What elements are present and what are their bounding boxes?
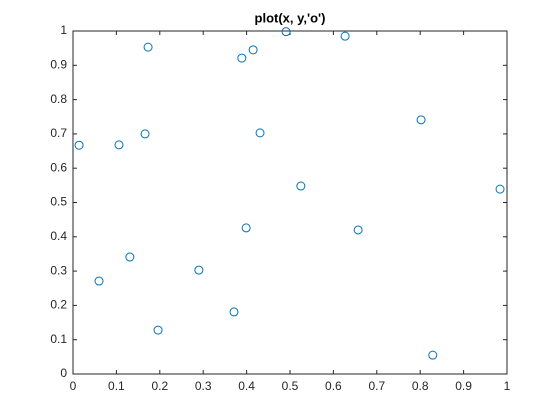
point: [296, 181, 306, 191]
point: [153, 325, 163, 335]
x-tick-label: 0.7: [368, 379, 385, 393]
point: [194, 265, 204, 275]
chart-title: plot(x, y,'o'): [255, 10, 326, 25]
y-tick-label: 0: [60, 366, 67, 380]
x-tick-label: 0.2: [151, 379, 168, 393]
y-tick-label: 0.9: [50, 57, 67, 71]
y-tick-label: 0.2: [50, 298, 67, 312]
y-tick-label: 0.6: [50, 160, 67, 174]
y-tick-label: 0.5: [50, 195, 67, 209]
x-tick-label: 0.6: [325, 379, 342, 393]
x-tick-label: 0.8: [412, 379, 429, 393]
y-tick-label: 0.8: [50, 92, 67, 106]
plot-area: [72, 30, 508, 375]
y-tick-label: 0.7: [50, 126, 67, 140]
point: [248, 45, 258, 55]
point: [241, 223, 251, 233]
point: [255, 128, 265, 138]
x-tick-label: 0.9: [455, 379, 472, 393]
point: [74, 140, 84, 150]
x-tick-label: 0.5: [282, 379, 299, 393]
x-tick-label: 0.3: [195, 379, 212, 393]
y-tick-label: 0.3: [50, 263, 67, 277]
x-tick-label: 0.4: [238, 379, 255, 393]
point: [340, 31, 350, 41]
x-tick-label: 1: [504, 379, 511, 393]
point: [94, 276, 104, 286]
point: [495, 184, 505, 194]
y-tick-label: 0.1: [50, 332, 67, 346]
point: [143, 42, 153, 52]
point: [428, 350, 438, 360]
point: [229, 307, 239, 317]
point: [125, 252, 135, 262]
x-tick-label: 0: [70, 379, 77, 393]
point: [140, 129, 150, 139]
point: [237, 53, 247, 63]
y-tick-label: 1: [60, 23, 67, 37]
point: [281, 27, 291, 37]
y-tick-label: 0.4: [50, 229, 67, 243]
x-tick-label: 0.1: [108, 379, 125, 393]
point: [114, 140, 124, 150]
point: [353, 225, 363, 235]
point: [416, 115, 426, 125]
